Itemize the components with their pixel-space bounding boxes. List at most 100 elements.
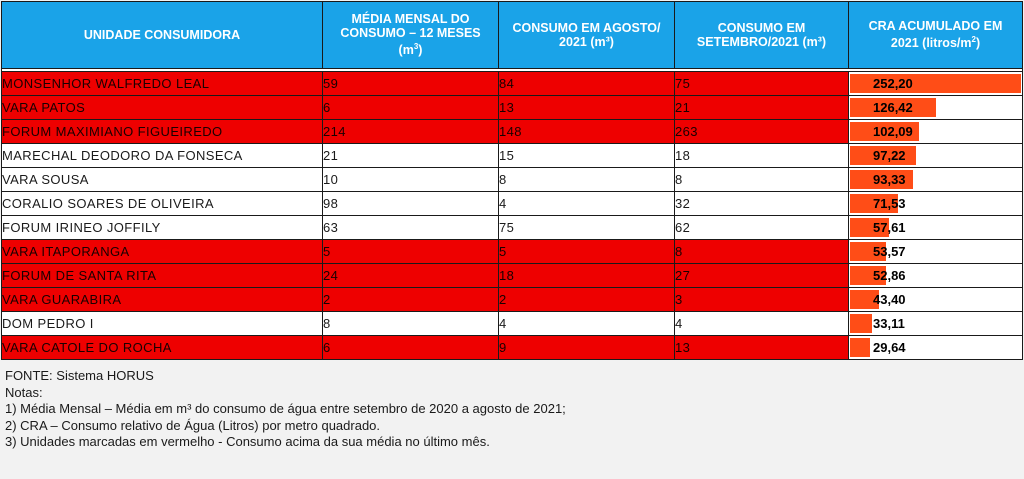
cell-avg: 63 bbox=[322, 215, 499, 240]
cra-value: 97,22 bbox=[873, 148, 906, 163]
note-1: 1) Média Mensal – Média em m³ do consumo… bbox=[5, 401, 566, 416]
table-body: MONSENHOR WALFREDO LEAL 59 84 75 252,20 VARA … bbox=[1, 68, 1023, 360]
cell-unit: DOM PEDRO I bbox=[1, 311, 323, 336]
table-row: FORUM IRINEO JOFFILY 63 75 62 57,61 bbox=[1, 215, 1023, 240]
cell-sep: 75 bbox=[674, 71, 849, 96]
cra-data-bar bbox=[850, 338, 870, 357]
cell-unit: FORUM DE SANTA RITA bbox=[1, 263, 323, 288]
cell-avg: 21 bbox=[322, 143, 499, 168]
cell-aug: 15 bbox=[498, 143, 675, 168]
note-3: 3) Unidades marcadas em vermelho - Consu… bbox=[5, 434, 490, 449]
header-august-consumption: CONSUMO EM AGOSTO/ 2021 (m³) bbox=[498, 1, 675, 69]
cell-cra: 29,64 bbox=[848, 335, 1023, 360]
cra-value: 43,40 bbox=[873, 292, 906, 307]
consumption-table: UNIDADE CONSUMIDORA MÉDIA MENSAL DO CONS… bbox=[1, 1, 1023, 360]
cell-avg: 6 bbox=[322, 95, 499, 120]
cell-sep: 4 bbox=[674, 311, 849, 336]
cra-value: 93,33 bbox=[873, 172, 906, 187]
cell-avg: 10 bbox=[322, 167, 499, 192]
table-row: MONSENHOR WALFREDO LEAL 59 84 75 252,20 bbox=[1, 71, 1023, 96]
table-row: DOM PEDRO I 8 4 4 33,11 bbox=[1, 311, 1023, 336]
cell-unit: MONSENHOR WALFREDO LEAL bbox=[1, 71, 323, 96]
notes-title: Notas: bbox=[5, 384, 43, 400]
cell-unit: VARA CATOLE DO ROCHA bbox=[1, 335, 323, 360]
cell-sep: 62 bbox=[674, 215, 849, 240]
cell-avg: 8 bbox=[322, 311, 499, 336]
notes-block: FONTE: Sistema HORUS Notas: 1) Média Men… bbox=[5, 368, 566, 451]
table-row: VARA SOUSA 10 8 8 93,33 bbox=[1, 167, 1023, 192]
cell-sep: 13 bbox=[674, 335, 849, 360]
cell-unit: VARA ITAPORANGA bbox=[1, 239, 323, 264]
cell-aug: 2 bbox=[498, 287, 675, 312]
cell-cra: 33,11 bbox=[848, 311, 1023, 336]
cell-sep: 3 bbox=[674, 287, 849, 312]
cra-data-bar bbox=[850, 98, 936, 117]
cell-avg: 98 bbox=[322, 191, 499, 216]
cell-unit: MARECHAL DEODORO DA FONSECA bbox=[1, 143, 323, 168]
cell-cra: 126,42 bbox=[848, 95, 1023, 120]
cra-value: 102,09 bbox=[873, 124, 913, 139]
cell-unit: VARA PATOS bbox=[1, 95, 323, 120]
cell-sep: 21 bbox=[674, 95, 849, 120]
cell-avg: 2 bbox=[322, 287, 499, 312]
cell-unit: CORALIO SOARES DE OLIVEIRA bbox=[1, 191, 323, 216]
source-note: FONTE: Sistema HORUS bbox=[5, 368, 154, 383]
cra-data-bar bbox=[850, 194, 898, 213]
cell-unit: FORUM IRINEO JOFFILY bbox=[1, 215, 323, 240]
table-row: MARECHAL DEODORO DA FONSECA 21 15 18 97,22 bbox=[1, 143, 1023, 168]
cra-data-bar bbox=[850, 170, 913, 189]
table-row: VARA PATOS 6 13 21 126,42 bbox=[1, 95, 1023, 120]
cra-data-bar bbox=[850, 122, 919, 141]
cell-sep: 8 bbox=[674, 239, 849, 264]
header-unit: UNIDADE CONSUMIDORA bbox=[1, 1, 323, 69]
cell-cra: 52,86 bbox=[848, 263, 1023, 288]
cell-cra: 93,33 bbox=[848, 167, 1023, 192]
cell-cra: 57,61 bbox=[848, 215, 1023, 240]
cra-data-bar bbox=[850, 146, 916, 165]
cell-avg: 24 bbox=[322, 263, 499, 288]
cell-aug: 4 bbox=[498, 311, 675, 336]
cra-value: 33,11 bbox=[873, 316, 905, 331]
table-row: FORUM MAXIMIANO FIGUEIREDO 214 148 263 102,0… bbox=[1, 119, 1023, 144]
cell-avg: 59 bbox=[322, 71, 499, 96]
cell-cra: 252,20 bbox=[848, 71, 1023, 96]
cra-value: 53,57 bbox=[873, 244, 906, 259]
cell-avg: 5 bbox=[322, 239, 499, 264]
cell-aug: 84 bbox=[498, 71, 675, 96]
note-2: 2) CRA – Consumo relativo de Água (Litro… bbox=[5, 417, 381, 433]
cell-avg: 6 bbox=[322, 335, 499, 360]
cell-cra: 102,09 bbox=[848, 119, 1023, 144]
cell-aug: 75 bbox=[498, 215, 675, 240]
cell-aug: 18 bbox=[498, 263, 675, 288]
cell-unit: VARA SOUSA bbox=[1, 167, 323, 192]
cra-value: 52,86 bbox=[873, 268, 906, 283]
header-cra-accumulated: CRA ACUMULADO EM 2021 (litros/m2) bbox=[848, 1, 1023, 69]
header-monthly-average: MÉDIA MENSAL DO CONSUMO – 12 MESES (m3) bbox=[322, 1, 499, 69]
cell-aug: 13 bbox=[498, 95, 675, 120]
table-row: VARA CATOLE DO ROCHA 6 9 13 29,64 bbox=[1, 335, 1023, 360]
cell-aug: 4 bbox=[498, 191, 675, 216]
cell-sep: 18 bbox=[674, 143, 849, 168]
cra-data-bar bbox=[850, 242, 886, 261]
cra-value: 126,42 bbox=[873, 100, 913, 115]
header-september-consumption: CONSUMO EM SETEMBRO/2021 (m³) bbox=[674, 1, 849, 69]
cra-data-bar bbox=[850, 74, 1021, 93]
table-row: CORALIO SOARES DE OLIVEIRA 98 4 32 71,53 bbox=[1, 191, 1023, 216]
cell-sep: 32 bbox=[674, 191, 849, 216]
cra-data-bar bbox=[850, 266, 886, 285]
table-row: FORUM DE SANTA RITA 24 18 27 52,86 bbox=[1, 263, 1023, 288]
cell-sep: 27 bbox=[674, 263, 849, 288]
cell-cra: 43,40 bbox=[848, 287, 1023, 312]
cell-avg: 214 bbox=[322, 119, 499, 144]
cell-unit: FORUM MAXIMIANO FIGUEIREDO bbox=[1, 119, 323, 144]
cra-value: 29,64 bbox=[873, 340, 906, 355]
cra-value: 252,20 bbox=[873, 76, 913, 91]
cell-cra: 71,53 bbox=[848, 191, 1023, 216]
table-row: VARA ITAPORANGA 5 5 8 53,57 bbox=[1, 239, 1023, 264]
cell-aug: 8 bbox=[498, 167, 675, 192]
cra-data-bar bbox=[850, 314, 872, 333]
cell-aug: 148 bbox=[498, 119, 675, 144]
cra-data-bar bbox=[850, 290, 879, 309]
cell-unit: VARA GUARABIRA bbox=[1, 287, 323, 312]
cra-data-bar bbox=[850, 218, 889, 237]
